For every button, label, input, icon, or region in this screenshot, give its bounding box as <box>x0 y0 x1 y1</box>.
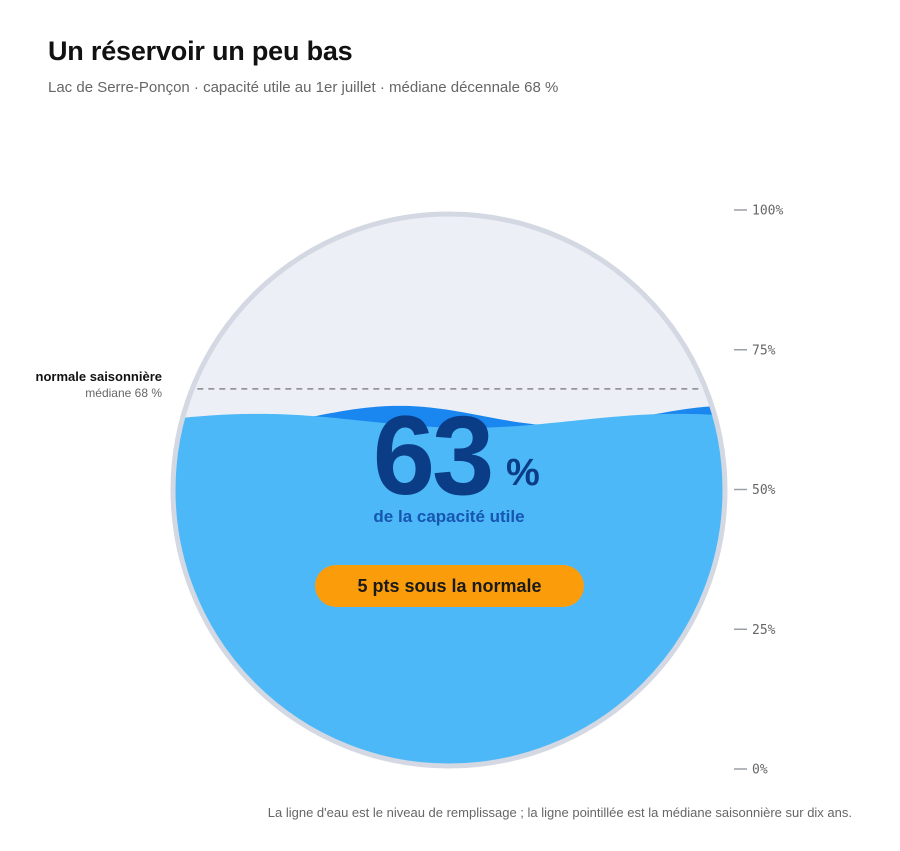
axis-tick-label: 0% <box>752 763 768 778</box>
fill-unit: % <box>506 452 540 494</box>
axis-tick-label: 75% <box>752 343 776 358</box>
median-label: normale saisonnière <box>35 369 162 384</box>
deviation-badge-label: 5 pts sous la normale <box>357 576 541 596</box>
chart-footnote: La ligne d'eau est le niveau de rempliss… <box>267 805 852 820</box>
scale-axis: 0% 25% 50% 75% 100% <box>734 204 783 778</box>
axis-tick-label: 50% <box>752 483 776 498</box>
median-annotation: normale saisonnière médiane 68 % <box>36 368 162 402</box>
fill-value: 63 <box>373 393 492 518</box>
axis-tick-label: 100% <box>752 204 783 219</box>
chart-subtitle: Lac de Serre-Ponçon · capacité utile au … <box>48 79 559 96</box>
chart-title: Un réservoir un peu bas <box>48 36 353 66</box>
deviation-badge <box>315 565 584 607</box>
axis-tick-label: 25% <box>752 623 776 638</box>
tank-rim <box>170 211 728 769</box>
fill-caption: de la capacité utile <box>373 507 524 526</box>
median-sublabel: médiane 68 % <box>85 386 162 400</box>
